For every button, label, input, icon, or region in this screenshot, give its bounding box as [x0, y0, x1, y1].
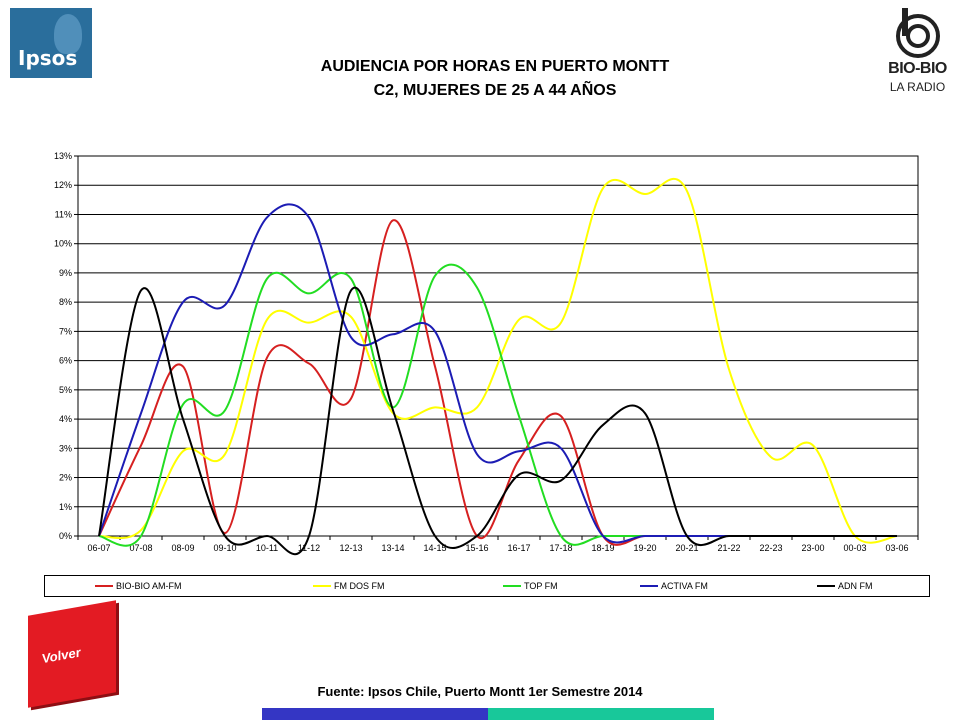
- y-tick-label: 2%: [59, 473, 72, 483]
- audience-line-chart: 0% 1% 2% 3% 4% 5% 6% 7% 8% 9% 10% 11% 12% 13% 06-07 07-…: [54, 151, 919, 556]
- legend-item: FM DOS FM: [313, 579, 385, 593]
- ipsos-logo: Ipsos: [10, 8, 92, 78]
- chart-title-line2: C2, MUJERES DE 25 A 44 AÑOS: [373, 82, 617, 99]
- legend-swatch: [95, 585, 113, 587]
- footer-bar-blue: [262, 708, 488, 720]
- source-note: Fuente: Ipsos Chile, Puerto Montt 1er Se…: [317, 684, 643, 699]
- y-tick-label: 0%: [59, 531, 72, 541]
- x-tick-label: 10-11: [256, 543, 278, 553]
- legend-item: ACTIVA FM: [640, 579, 708, 593]
- x-tick-label: 03-06: [885, 543, 908, 553]
- legend-swatch: [313, 585, 331, 587]
- legend-item: TOP FM: [503, 579, 558, 593]
- chart-legend: BIO-BIO AM-FM FM DOS FM TOP FM ACTIVA FM ADN…: [44, 575, 930, 597]
- y-tick-label: 10%: [54, 239, 72, 249]
- y-tick-label: 1%: [59, 502, 72, 512]
- back-button[interactable]: Volver: [28, 600, 116, 708]
- biobio-logo: BIO-BIO LA RADIO: [880, 6, 955, 101]
- y-tick-label: 5%: [59, 385, 72, 395]
- x-tick-label: 09-10: [213, 543, 236, 553]
- biobio-logo-name: BIO-BIO: [888, 60, 947, 77]
- y-tick-label: 3%: [59, 443, 72, 453]
- x-tick-label: 20-21: [675, 543, 698, 553]
- x-tick-label: 07-08: [129, 543, 152, 553]
- x-tick-label: 17-18: [549, 543, 572, 553]
- x-tick-label: 21-22: [717, 543, 740, 553]
- profile-silhouette-icon: [54, 14, 82, 54]
- x-tick-label: 00-03: [843, 543, 866, 553]
- x-tick-label: 18-19: [591, 543, 614, 553]
- legend-label: ADN FM: [838, 581, 873, 591]
- series-line: [98, 177, 898, 544]
- series-line: [98, 203, 897, 544]
- legend-label: TOP FM: [524, 581, 558, 591]
- y-tick-label: 7%: [59, 326, 72, 336]
- x-tick-label: 13-14: [381, 543, 404, 553]
- y-tick-label: 9%: [59, 268, 72, 278]
- y-tick-label: 12%: [54, 180, 72, 190]
- legend-item: ADN FM: [817, 579, 873, 593]
- x-tick-label: 14-15: [423, 543, 446, 553]
- y-tick-label: 6%: [59, 356, 72, 366]
- x-tick-label: 16-17: [507, 543, 530, 553]
- x-tick-label: 19-20: [633, 543, 656, 553]
- x-tick-label: 08-09: [171, 543, 194, 553]
- legend-swatch: [640, 585, 658, 587]
- chart-title-line1: AUDIENCIA POR HORAS EN PUERTO MONTT: [320, 58, 670, 75]
- y-tick-label: 13%: [54, 151, 72, 161]
- x-tick-label: 12-13: [339, 543, 362, 553]
- series-line: [98, 219, 897, 546]
- series-line: [98, 286, 897, 556]
- legend-label: BIO-BIO AM-FM: [116, 581, 182, 591]
- y-tick-label: 4%: [59, 414, 72, 424]
- legend-swatch: [503, 585, 521, 587]
- biobio-radio-icon: [896, 8, 940, 58]
- biobio-logo-tagline: LA RADIO: [889, 80, 946, 94]
- legend-label: ACTIVA FM: [661, 581, 708, 591]
- legend-item: BIO-BIO AM-FM: [95, 579, 182, 593]
- x-tick-label: 22-23: [759, 543, 782, 553]
- footer-bar-green: [488, 708, 714, 720]
- y-tick-label: 11%: [55, 209, 72, 219]
- ipsos-logo-text: Ipsos: [18, 46, 78, 70]
- legend-label: FM DOS FM: [334, 581, 385, 591]
- x-tick-label: 11-12: [298, 543, 320, 553]
- x-tick-label: 15-16: [465, 543, 488, 553]
- y-tick-label: 8%: [59, 297, 72, 307]
- x-tick-label: 06-07: [87, 543, 110, 553]
- back-button-label: Volver: [42, 644, 81, 667]
- x-tick-label: 23-00: [801, 543, 824, 553]
- legend-swatch: [817, 585, 835, 587]
